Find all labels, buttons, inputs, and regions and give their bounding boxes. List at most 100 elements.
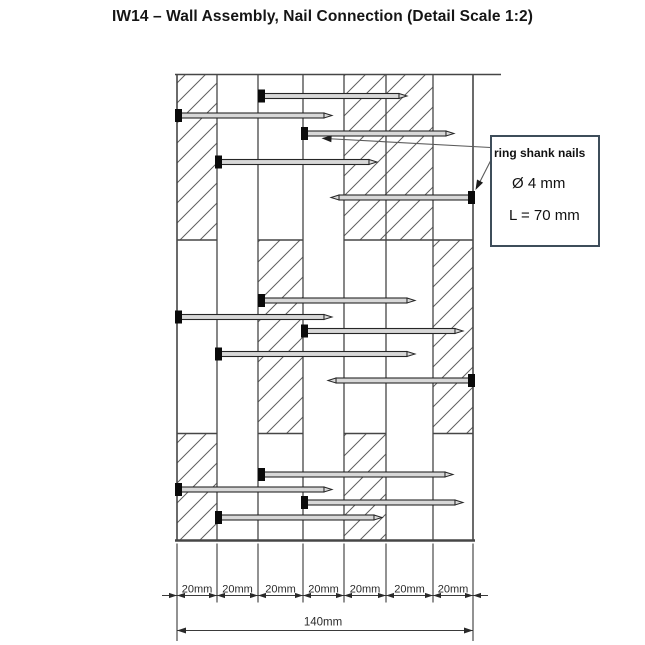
total-arrow-right xyxy=(464,627,473,634)
segment-arrow-left-1 xyxy=(177,592,185,599)
segment-dimension-label-7: 20mm xyxy=(438,584,469,596)
leader-arrowhead-1 xyxy=(321,135,332,143)
nail-head xyxy=(301,127,308,140)
nail-head xyxy=(258,89,265,103)
nail-tip xyxy=(445,130,456,137)
nail-shaft xyxy=(220,514,375,521)
segment-arrow-right-4 xyxy=(295,592,303,599)
callout-length: L = 70 mm xyxy=(509,207,580,224)
segment-arrow-right-2 xyxy=(209,592,217,599)
page-title: IW14 – Wall Assembly, Nail Connection (D… xyxy=(111,8,534,25)
segment-dimension-label-6: 20mm xyxy=(394,584,425,596)
dimension-chain: 20mm 20mm 20mm 20mm 20mm 20mm 20mm 140mm xyxy=(162,543,488,641)
nail-tip xyxy=(454,327,465,335)
segment-arrow-right-3 xyxy=(250,592,258,599)
segment-arrow-left-4 xyxy=(303,592,311,599)
nail-shaft xyxy=(180,313,325,321)
nail-head xyxy=(468,191,475,204)
segment-arrow-right-1 xyxy=(169,592,177,599)
nail-shaft xyxy=(306,130,447,137)
nail-14 xyxy=(215,511,384,524)
segment-arrow-right-6 xyxy=(378,592,386,599)
segment-arrow-right-5 xyxy=(336,592,344,599)
nail-7 xyxy=(175,310,334,324)
nail-shaft xyxy=(263,92,400,100)
nail-12 xyxy=(175,483,334,496)
nail-head xyxy=(175,483,182,496)
nail-13 xyxy=(301,496,465,509)
nail-shaft xyxy=(306,499,456,506)
nail-head xyxy=(215,511,222,524)
hatch-block-1 xyxy=(177,74,217,240)
nail-head xyxy=(175,109,182,122)
segment-arrow-left-3 xyxy=(258,592,266,599)
nail-tip xyxy=(329,194,340,201)
nail-tip xyxy=(454,499,465,506)
leader-arrowhead-2 xyxy=(475,179,484,190)
hatch-block-2 xyxy=(344,74,433,240)
nail-head xyxy=(258,294,265,307)
segment-arrow-right-7 xyxy=(425,592,433,599)
nail-shaft xyxy=(220,350,408,358)
nail-head xyxy=(468,374,475,387)
nail-shaft xyxy=(335,377,470,384)
nail-tip xyxy=(323,112,334,119)
segment-arrow-left-6 xyxy=(386,592,394,599)
segment-dimension-label-3: 20mm xyxy=(265,584,296,596)
nail-shaft xyxy=(180,486,325,493)
nail-tip xyxy=(406,297,417,304)
callout-diameter: Ø 4 mm xyxy=(512,175,566,192)
nail-shaft xyxy=(306,327,456,335)
nail-3 xyxy=(301,127,456,140)
hatch-block-3 xyxy=(258,240,303,434)
nail-head xyxy=(175,310,182,324)
nail-tip xyxy=(398,92,409,100)
nail-1 xyxy=(258,89,409,103)
nail-head xyxy=(301,496,308,509)
nail-5 xyxy=(329,191,475,204)
callout-heading: ring shank nails xyxy=(494,146,586,160)
segment-arrow-right-8 xyxy=(465,592,473,599)
nail-10 xyxy=(326,374,475,387)
segment-dimension-label-2: 20mm xyxy=(222,584,253,596)
nails xyxy=(175,89,475,524)
nail-4 xyxy=(215,155,379,169)
total-dimension-label: 140mm xyxy=(304,617,342,629)
nail-spec-callout-box: ring shank nails Ø 4 mm L = 70 mm xyxy=(490,135,600,247)
nail-6 xyxy=(258,294,417,307)
nail-tip xyxy=(326,377,337,384)
segment-arrow-left-5 xyxy=(344,592,352,599)
segment-arrow-left-7 xyxy=(433,592,441,599)
nail-tip xyxy=(373,514,384,521)
hatch-block-4 xyxy=(433,240,473,434)
segment-arrow-left-8 xyxy=(473,592,481,599)
leader-line-1 xyxy=(324,137,491,149)
nail-head xyxy=(215,347,222,361)
nail-tip xyxy=(368,158,379,166)
nail-head xyxy=(301,324,308,338)
nail-8 xyxy=(301,324,465,338)
nail-11 xyxy=(258,468,455,481)
segment-dimension-label-1: 20mm xyxy=(182,584,213,596)
nail-shaft xyxy=(338,194,470,201)
nail-tip xyxy=(323,313,334,321)
nail-head xyxy=(215,155,222,169)
nail-tip xyxy=(444,471,455,478)
nail-shaft xyxy=(263,297,408,304)
nail-shaft xyxy=(180,112,325,119)
segment-arrow-left-2 xyxy=(217,592,225,599)
hatched-blocks xyxy=(177,74,473,541)
nail-shaft xyxy=(263,471,446,478)
segment-dimension-label-5: 20mm xyxy=(350,584,381,596)
nail-2 xyxy=(175,109,334,122)
total-arrow-left xyxy=(177,627,186,634)
nail-tip xyxy=(406,350,417,358)
nail-shaft xyxy=(220,158,370,166)
nail-tip xyxy=(323,486,334,493)
callout-leaders xyxy=(321,135,491,190)
nail-9 xyxy=(215,347,417,361)
wall-lines xyxy=(175,73,501,542)
nail-head xyxy=(258,468,265,481)
